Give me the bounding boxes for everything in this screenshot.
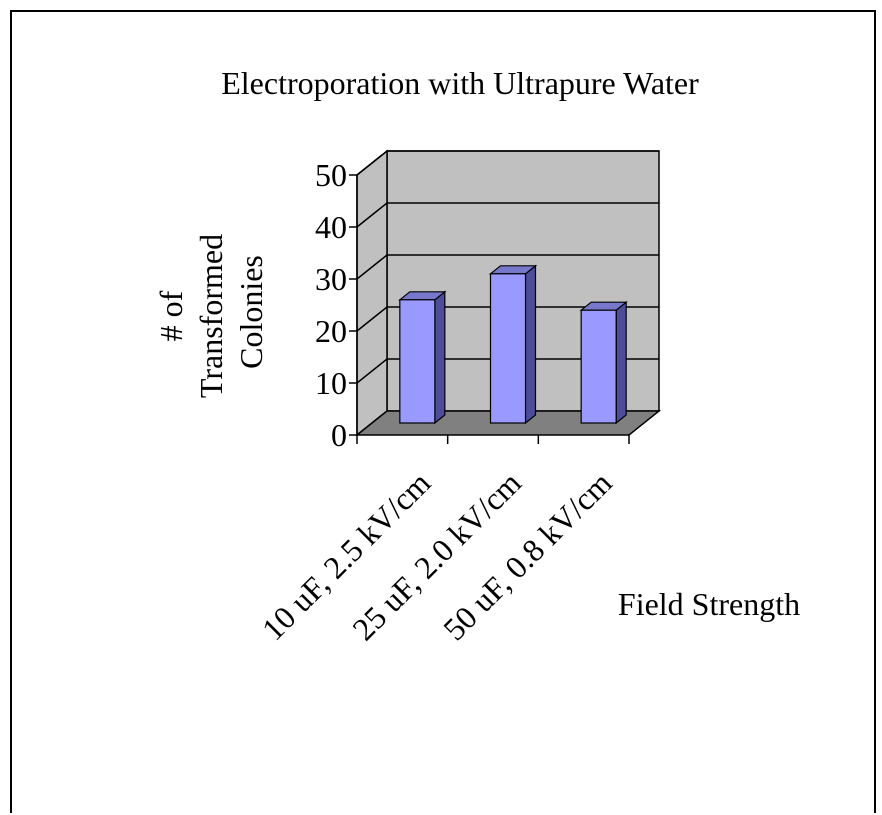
gridline — [356, 358, 659, 384]
y-axis-label-line-1: # of — [153, 290, 189, 341]
bar-side — [524, 264, 537, 425]
y-tick-label: 30 — [315, 261, 347, 297]
x-tick-label: 50 uF, 0.8 kV/cm — [436, 464, 619, 647]
y-axis-label-line-2: Transformed — [193, 234, 229, 398]
chart-title: Electroporation with Ultrapure Water — [221, 65, 699, 101]
bar — [489, 273, 527, 424]
y-tick-label: 40 — [315, 209, 347, 245]
side-wall — [356, 149, 388, 437]
y-tick-label: 10 — [315, 365, 347, 401]
chart-svg: Electroporation with Ultrapure Water 0 10… — [153, 65, 800, 647]
bar-side — [615, 300, 627, 425]
bar-side — [434, 290, 446, 425]
gridline — [356, 202, 659, 228]
gridline — [356, 254, 659, 280]
y-axis-label-line-3: Colonies — [233, 255, 269, 369]
y-axis-label: # of Transformed Colonies — [153, 226, 269, 398]
y-tick-label: 20 — [315, 313, 347, 349]
chart-frame: Electroporation with Ultrapure Water 0 10… — [10, 10, 876, 813]
x-axis-label: Field Strength — [618, 586, 800, 622]
bar — [399, 299, 436, 424]
y-tick-label: 50 — [315, 157, 347, 193]
gridline — [356, 150, 659, 176]
y-tick-label: 0 — [331, 417, 347, 453]
bar — [580, 309, 617, 424]
gridline — [356, 306, 659, 332]
